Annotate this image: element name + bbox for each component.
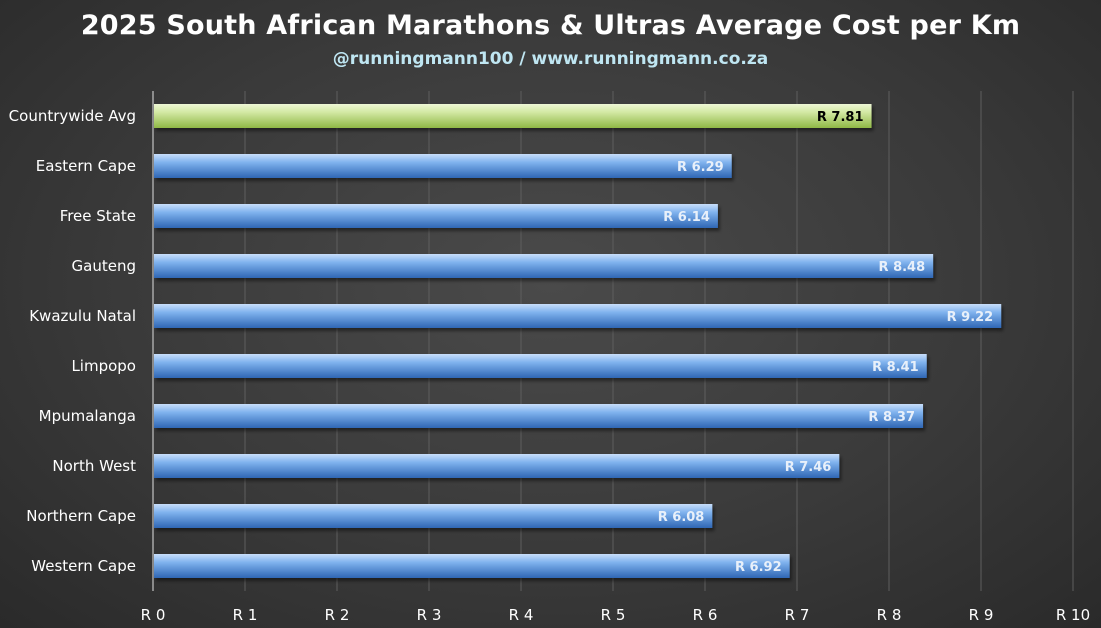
category-label: Kwazulu Natal [29,307,136,325]
data-label: R 7.46 [785,460,832,475]
chart-subtitle: @runningmann100 / www.runningmann.co.za [332,49,769,69]
x-tick-label: R 5 [601,606,626,624]
x-tick-label: R 3 [417,606,442,624]
data-label: R 8.48 [879,260,926,275]
x-tick-label: R 7 [785,606,810,624]
bar [154,404,924,428]
category-label: Free State [60,207,136,225]
category-label: Eastern Cape [36,157,136,175]
data-label: R 6.08 [658,510,705,525]
x-tick-label: R 10 [1056,606,1090,624]
data-label: R 8.37 [868,410,915,425]
category-label: North West [52,457,136,475]
bar [154,504,713,528]
x-tick-label: R 9 [969,606,994,624]
category-label: Mpumalanga [39,407,136,425]
category-label: Gauteng [72,257,136,275]
category-label: Northern Cape [26,507,136,525]
chart-title: 2025 South African Marathons & Ultras Av… [80,10,1021,41]
x-tick-label: R 6 [693,606,718,624]
bar [154,454,840,478]
bar [154,554,790,578]
data-label: R 6.14 [663,210,710,225]
data-label: R 9.22 [947,310,994,325]
bar [154,354,927,378]
data-label: R 6.29 [677,160,724,175]
x-tick-label: R 1 [233,606,258,624]
category-label: Limpopo [71,357,136,375]
bar-highlight [154,104,872,128]
data-label: R 8.41 [872,360,919,375]
data-label: R 6.92 [735,560,782,575]
bar [154,154,732,178]
bar [154,254,934,278]
x-tick-label: R 4 [509,606,534,624]
x-tick-label: R 8 [877,606,902,624]
bar [154,304,1002,328]
x-tick-label: R 0 [141,606,166,624]
x-tick-label: R 2 [325,606,350,624]
data-label: R 7.81 [817,110,864,125]
bar [154,204,718,228]
category-label: Countrywide Avg [9,107,136,125]
category-label: Western Cape [31,557,136,575]
